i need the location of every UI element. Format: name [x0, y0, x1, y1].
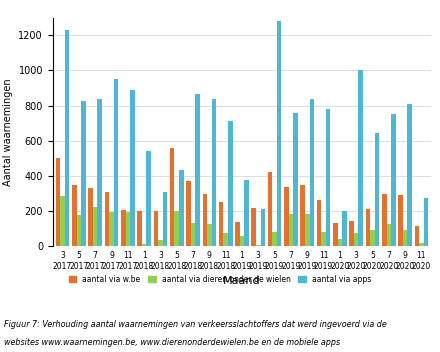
Bar: [175, 211, 179, 246]
Bar: [130, 90, 135, 246]
Bar: [333, 223, 337, 246]
Bar: [375, 133, 379, 246]
Bar: [163, 192, 167, 246]
Bar: [305, 214, 309, 246]
Bar: [137, 211, 142, 246]
Bar: [251, 208, 256, 246]
Bar: [268, 172, 272, 246]
Bar: [293, 113, 298, 246]
Bar: [424, 198, 428, 246]
Bar: [317, 200, 321, 246]
Bar: [77, 215, 81, 246]
Bar: [105, 192, 109, 246]
Bar: [114, 79, 118, 246]
Bar: [403, 230, 407, 246]
Bar: [342, 211, 347, 246]
Bar: [170, 148, 175, 246]
Bar: [154, 211, 158, 246]
Bar: [224, 233, 228, 246]
Bar: [240, 236, 244, 246]
Bar: [260, 209, 265, 246]
Bar: [98, 99, 102, 246]
Bar: [81, 101, 86, 246]
Bar: [65, 30, 70, 246]
Bar: [370, 230, 375, 246]
Bar: [289, 214, 293, 246]
Bar: [228, 120, 232, 246]
Bar: [309, 99, 314, 246]
Bar: [72, 185, 77, 246]
Bar: [219, 202, 224, 246]
Bar: [272, 232, 277, 246]
Bar: [191, 223, 195, 246]
Bar: [207, 224, 212, 246]
Bar: [337, 239, 342, 246]
Bar: [158, 240, 163, 246]
Bar: [202, 194, 207, 246]
Bar: [414, 226, 419, 246]
Text: Figuur 7: Verhouding aantal waarnemingen van verkeersslachtoffers dat werd ingev: Figuur 7: Verhouding aantal waarnemingen…: [4, 320, 387, 329]
Bar: [382, 194, 386, 246]
Bar: [186, 181, 191, 246]
Bar: [419, 243, 424, 246]
Bar: [195, 94, 200, 246]
Bar: [88, 188, 93, 246]
Bar: [349, 221, 354, 246]
Bar: [354, 233, 359, 246]
Bar: [142, 244, 147, 246]
Bar: [121, 210, 125, 246]
Bar: [366, 208, 370, 246]
Bar: [398, 195, 403, 246]
Bar: [125, 212, 130, 246]
Bar: [212, 100, 216, 246]
Bar: [407, 104, 412, 246]
Bar: [301, 185, 305, 246]
Bar: [93, 207, 98, 246]
Bar: [326, 109, 330, 246]
Bar: [179, 170, 183, 246]
Bar: [235, 222, 240, 246]
Bar: [244, 180, 249, 246]
Bar: [284, 187, 289, 246]
Bar: [109, 212, 114, 246]
Legend: aantal via w.be, aantal via dieren onder de wielen, aantal via apps: aantal via w.be, aantal via dieren onder…: [66, 271, 374, 287]
Bar: [256, 245, 260, 246]
Bar: [391, 114, 396, 246]
Bar: [321, 232, 326, 246]
Bar: [277, 21, 282, 246]
Bar: [386, 224, 391, 246]
Text: websites www.waarnemingen.be, www.dierenonderdewielen.be en de mobiele apps: websites www.waarnemingen.be, www.dieren…: [4, 338, 341, 347]
Bar: [60, 196, 65, 246]
Bar: [56, 158, 60, 246]
X-axis label: Maand: Maand: [223, 276, 261, 286]
Y-axis label: Aantal waarnemingen: Aantal waarnemingen: [3, 78, 13, 186]
Bar: [147, 151, 151, 246]
Bar: [359, 70, 363, 246]
